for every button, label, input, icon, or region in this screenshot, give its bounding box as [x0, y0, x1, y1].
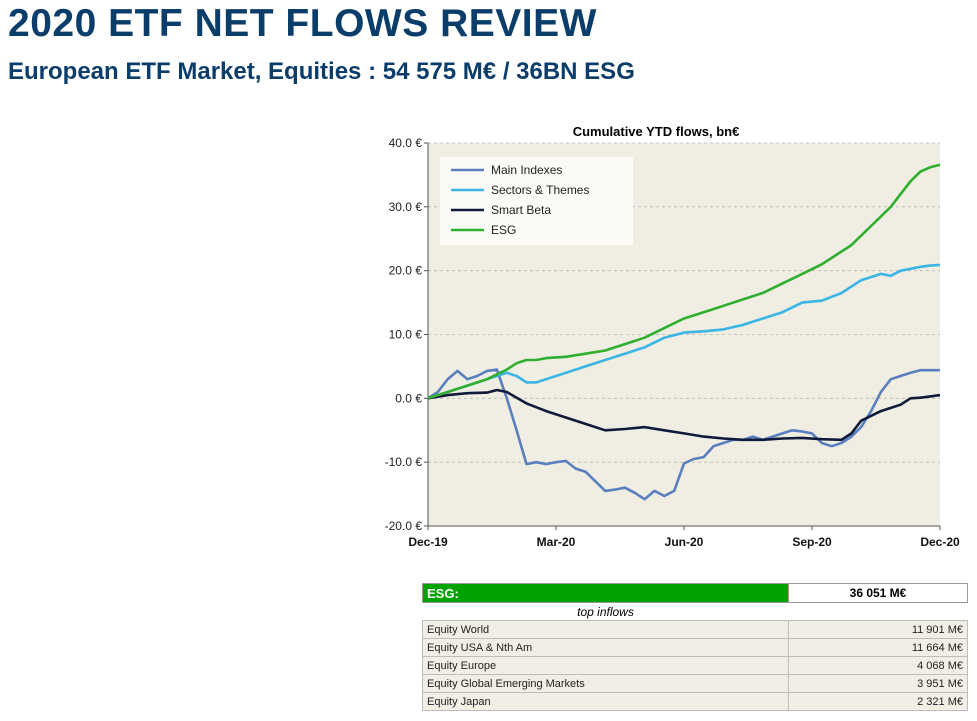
legend-label: Main Indexes: [491, 163, 562, 177]
y-tick-label: 30.0 €: [389, 200, 423, 214]
legend-label: Sectors & Themes: [491, 183, 589, 197]
top-inflows-header: top inflows: [577, 604, 634, 619]
y-tick-label: 20.0 €: [389, 264, 423, 278]
x-tick-label: Jun-20: [665, 535, 704, 549]
legend-label: ESG: [491, 223, 516, 237]
x-tick-label: Dec-20: [920, 535, 960, 549]
series-line-smart-beta: [427, 388, 941, 442]
series-line-esg: [427, 163, 941, 400]
x-tick-label: Dec-19: [408, 535, 448, 549]
esg-total-value: 36 051 M€: [788, 583, 968, 603]
esg-label: ESG:: [422, 583, 789, 603]
legend-label: Smart Beta: [491, 203, 551, 217]
inflow-value: 11 664 M€: [788, 638, 968, 657]
chart-title: Cumulative YTD flows, bn€: [573, 124, 740, 139]
page-title: 2020 ETF NET FLOWS REVIEW: [8, 2, 597, 45]
inflow-value: 3 951 M€: [788, 674, 968, 693]
x-tick-label: Mar-20: [537, 535, 576, 549]
inflow-value: 2 321 M€: [788, 692, 968, 711]
y-tick-label: 10.0 €: [389, 328, 423, 342]
top-inflows-header-row: top inflows: [423, 603, 968, 621]
inflow-category: Equity Japan: [422, 692, 789, 711]
x-tick-label: Sep-20: [792, 535, 832, 549]
table-row: Equity USA & Nth Am 11 664 M€: [422, 638, 968, 657]
cumulative-flows-chart: Cumulative YTD flows, bn€ -20.0 € -10.0 €…: [385, 124, 960, 549]
esg-total-row: ESG: 36 051 M€: [422, 583, 968, 603]
inflow-category: Equity USA & Nth Am: [422, 638, 789, 657]
inflow-category: Equity World: [422, 620, 789, 639]
y-tick-label: 40.0 €: [389, 136, 423, 150]
inflow-category: Equity Europe: [422, 656, 789, 675]
series-line-sectors-themes: [427, 263, 941, 400]
y-tick-label: 0.0 €: [395, 391, 422, 405]
inflow-category: Equity Global Emerging Markets: [422, 674, 789, 693]
y-tick-label: -20.0 €: [385, 519, 423, 533]
table-row: Equity Europe 4 068 M€: [422, 656, 968, 675]
y-tick-label: -10.0 €: [385, 455, 423, 469]
page-subtitle: European ETF Market, Equities : 54 575 M…: [8, 58, 635, 85]
inflow-value: 11 901 M€: [788, 620, 968, 639]
table-row: Equity World 11 901 M€: [422, 620, 968, 639]
table-row: Equity Japan 2 321 M€: [422, 692, 968, 711]
series-line-main-indexes: [427, 368, 940, 501]
inflow-value: 4 068 M€: [788, 656, 968, 675]
table-row: Equity Global Emerging Markets 3 951 M€: [422, 674, 968, 693]
esg-inflows-table: ESG: 36 051 M€ top inflows Equity World …: [422, 583, 968, 711]
